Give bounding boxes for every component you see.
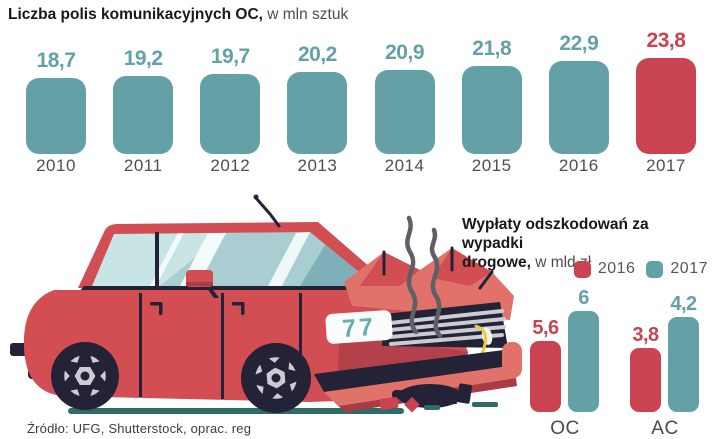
- wheel-front: [241, 343, 311, 413]
- license-plate: 77: [325, 310, 393, 345]
- source-note: Źródło: UFG, Shutterstock, oprac. reg: [27, 421, 251, 436]
- bar: [375, 70, 435, 154]
- bar-year-label: 2017: [646, 154, 686, 176]
- car-illustration-wrap: 77: [0, 190, 530, 439]
- legend-swatch: [574, 261, 591, 278]
- bar: [200, 74, 260, 154]
- bar-value-label: 21,8: [472, 37, 511, 61]
- bar-year-label: 2014: [385, 154, 425, 176]
- legend-item: 2017: [646, 260, 708, 278]
- bar-year-label: 2010: [36, 154, 76, 176]
- policies-bar-chart: 18,7 2010 19,2 2011 19,7 2012 20,2 2013 20,9 2014…: [26, 0, 696, 176]
- infographic: Liczba polis komunikacyjnych OC, w mln s…: [0, 0, 720, 439]
- antenna: [254, 195, 280, 227]
- bar-year-label: 2012: [210, 154, 250, 176]
- bar-year-label: 2016: [559, 154, 599, 176]
- legend-item: 2016: [574, 260, 636, 278]
- bar: [636, 58, 696, 154]
- bar: 6: [568, 311, 599, 412]
- wheel-rear: [51, 342, 119, 410]
- bar-column: 23,8 2017: [636, 29, 696, 176]
- bar-value-label: 19,2: [124, 47, 163, 71]
- bar: [26, 78, 86, 154]
- right-chart-title-line2: drogowe,: [462, 254, 531, 271]
- bar: [113, 76, 173, 154]
- bar: [462, 66, 522, 154]
- bar-value-label: 20,9: [385, 41, 424, 65]
- license-plate-text: 77: [341, 313, 377, 343]
- bar-value-label: 3,8: [632, 324, 658, 347]
- bar-column: 21,8 2015: [462, 37, 522, 176]
- bar-value-label: 6: [578, 287, 589, 310]
- bar-value-label: 19,7: [211, 45, 250, 69]
- b-pillar: [155, 232, 159, 288]
- bar: [549, 61, 609, 154]
- right-chart-legend: 2016 2017: [574, 260, 708, 278]
- bar-column: 18,7 2010: [26, 49, 86, 176]
- bar-value-label: 4,2: [670, 293, 696, 316]
- legend-label: 2016: [598, 260, 636, 278]
- bar: 5,6: [530, 341, 561, 412]
- bar: [287, 72, 347, 154]
- legend-label: 2017: [670, 260, 708, 278]
- payouts-bar-chart: 5,663,84,2OCAC: [520, 280, 716, 439]
- bar: 3,8: [630, 348, 661, 412]
- bar-value-label: 22,9: [559, 32, 598, 56]
- bar-year-label: 2011: [124, 154, 163, 176]
- bar: 4,2: [668, 317, 699, 412]
- bar-column: 19,7 2012: [200, 45, 260, 176]
- bar-value-label: 20,2: [298, 43, 337, 67]
- bar-column: 20,9 2014: [375, 41, 435, 176]
- right-chart-title-line1: Wypłaty odszkodowań za wypadki: [462, 216, 649, 252]
- crashed-car-illustration: 77: [0, 190, 530, 439]
- bar-value-label: 23,8: [647, 29, 686, 53]
- category-label: AC: [630, 418, 700, 439]
- bar-column: 22,9 2016: [549, 32, 609, 176]
- bar-value-label: 18,7: [37, 49, 76, 73]
- legend-swatch: [646, 261, 663, 278]
- bar-year-label: 2013: [298, 154, 338, 176]
- category-label: OC: [530, 418, 600, 439]
- bar-year-label: 2015: [472, 154, 512, 176]
- bar-value-label: 5,6: [532, 317, 558, 340]
- bar-column: 19,2 2011: [113, 47, 173, 176]
- bar-column: 20,2 2013: [287, 43, 347, 176]
